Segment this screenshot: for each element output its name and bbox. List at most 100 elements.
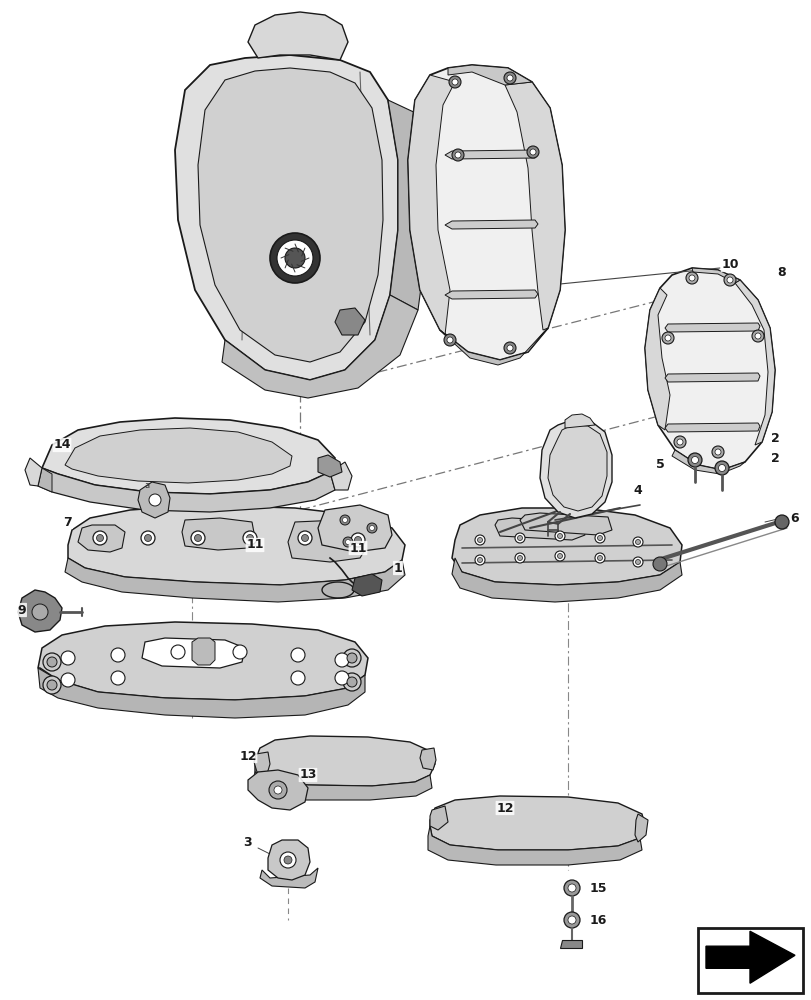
Polygon shape xyxy=(495,518,584,540)
Circle shape xyxy=(280,852,296,868)
Polygon shape xyxy=(175,55,397,380)
Text: 2: 2 xyxy=(770,452,779,464)
Text: 3: 3 xyxy=(243,836,252,848)
Polygon shape xyxy=(25,458,42,486)
Circle shape xyxy=(517,556,521,560)
Circle shape xyxy=(342,649,361,667)
Polygon shape xyxy=(251,772,431,800)
Circle shape xyxy=(268,781,286,799)
Circle shape xyxy=(444,334,456,346)
Polygon shape xyxy=(138,482,169,518)
Polygon shape xyxy=(268,840,310,880)
Circle shape xyxy=(61,651,75,665)
Polygon shape xyxy=(38,622,367,700)
Circle shape xyxy=(526,146,539,158)
Circle shape xyxy=(144,534,152,542)
Circle shape xyxy=(751,330,763,342)
Polygon shape xyxy=(634,814,647,842)
Circle shape xyxy=(340,515,350,525)
Polygon shape xyxy=(419,748,436,770)
Text: 14: 14 xyxy=(54,438,71,452)
Polygon shape xyxy=(260,868,318,888)
Circle shape xyxy=(43,653,61,671)
Text: 7: 7 xyxy=(63,516,72,528)
Polygon shape xyxy=(452,558,681,602)
Text: a: a xyxy=(145,481,150,490)
Circle shape xyxy=(342,673,361,691)
Polygon shape xyxy=(705,931,794,983)
Polygon shape xyxy=(427,826,642,865)
Circle shape xyxy=(342,537,353,547)
Circle shape xyxy=(345,540,350,544)
Polygon shape xyxy=(65,558,405,602)
Circle shape xyxy=(517,536,521,540)
Circle shape xyxy=(477,558,482,562)
Polygon shape xyxy=(564,414,594,428)
Polygon shape xyxy=(539,420,611,518)
Polygon shape xyxy=(664,423,759,432)
Polygon shape xyxy=(448,65,531,85)
Circle shape xyxy=(774,515,788,529)
Polygon shape xyxy=(407,65,564,360)
Circle shape xyxy=(301,534,308,542)
Circle shape xyxy=(277,240,312,276)
Circle shape xyxy=(446,337,453,343)
Text: 9: 9 xyxy=(18,603,26,616)
Text: 16: 16 xyxy=(589,914,606,926)
Polygon shape xyxy=(644,268,774,470)
Circle shape xyxy=(691,456,697,464)
Circle shape xyxy=(97,534,103,542)
Circle shape xyxy=(111,648,125,662)
Circle shape xyxy=(597,556,602,560)
Polygon shape xyxy=(519,513,611,535)
Polygon shape xyxy=(547,425,607,511)
Text: 11: 11 xyxy=(349,542,367,554)
Text: 8: 8 xyxy=(777,265,785,278)
Polygon shape xyxy=(444,220,538,229)
Circle shape xyxy=(335,671,349,685)
Circle shape xyxy=(335,653,349,667)
Polygon shape xyxy=(142,638,245,668)
Circle shape xyxy=(568,884,575,892)
Polygon shape xyxy=(38,668,365,718)
Circle shape xyxy=(726,277,732,283)
Circle shape xyxy=(47,680,57,690)
Circle shape xyxy=(474,555,484,565)
Circle shape xyxy=(673,436,685,448)
Polygon shape xyxy=(318,505,392,552)
Circle shape xyxy=(504,72,515,84)
Circle shape xyxy=(514,533,525,543)
Polygon shape xyxy=(254,752,270,774)
Circle shape xyxy=(452,149,463,161)
Circle shape xyxy=(554,551,564,561)
Circle shape xyxy=(664,335,670,341)
Circle shape xyxy=(43,676,61,694)
Circle shape xyxy=(346,653,357,663)
Polygon shape xyxy=(664,323,759,332)
Bar xyxy=(697,928,802,993)
Circle shape xyxy=(195,534,201,542)
Circle shape xyxy=(564,912,579,928)
Polygon shape xyxy=(191,638,215,665)
Polygon shape xyxy=(288,520,367,562)
Circle shape xyxy=(676,439,682,445)
Polygon shape xyxy=(38,468,52,492)
Polygon shape xyxy=(68,505,405,585)
Polygon shape xyxy=(672,450,744,474)
Polygon shape xyxy=(38,468,335,512)
Polygon shape xyxy=(430,806,448,830)
Polygon shape xyxy=(335,308,365,335)
Polygon shape xyxy=(388,100,427,310)
Polygon shape xyxy=(444,150,538,159)
Polygon shape xyxy=(18,590,62,632)
Circle shape xyxy=(367,523,376,533)
Circle shape xyxy=(557,534,562,538)
Circle shape xyxy=(111,671,125,685)
Polygon shape xyxy=(247,12,348,60)
Polygon shape xyxy=(644,288,669,430)
Polygon shape xyxy=(734,280,774,445)
Circle shape xyxy=(270,233,320,283)
Circle shape xyxy=(61,673,75,687)
Circle shape xyxy=(354,536,361,544)
Circle shape xyxy=(247,534,253,542)
